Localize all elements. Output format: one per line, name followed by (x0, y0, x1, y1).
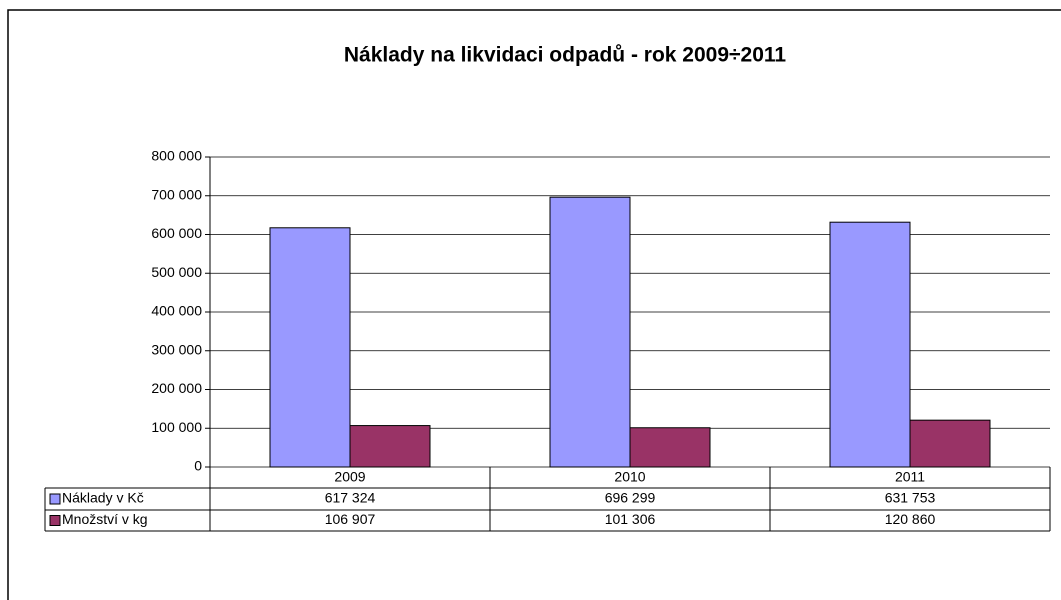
bar (829, 221, 911, 468)
legend-key (49, 515, 61, 526)
y-tick-label: 400 000 (151, 303, 202, 319)
bar (549, 196, 631, 468)
y-tick-label: 0 (194, 458, 202, 474)
y-tick-label: 600 000 (151, 225, 202, 241)
x-tick-label: 2010 (614, 469, 645, 485)
bar (629, 427, 711, 468)
chart-title: Náklady na likvidaci odpadů - rok 2009÷2… (344, 44, 787, 67)
data-table-value: 106 907 (325, 511, 376, 527)
x-tick-label: 2011 (895, 469, 925, 485)
y-tick-label: 100 000 (151, 419, 202, 435)
legend-key (49, 493, 61, 505)
data-table-value: 631 753 (885, 490, 936, 506)
y-tick-label: 700 000 (151, 186, 202, 202)
legend-label: Náklady v Kč (62, 490, 144, 506)
y-tick-label: 300 000 (151, 341, 202, 357)
bar (269, 227, 351, 468)
data-table-value: 696 299 (605, 490, 656, 506)
bar (909, 419, 991, 468)
y-tick-label: 200 000 (151, 380, 202, 396)
legend-label: Množství v kg (62, 511, 148, 527)
data-table-value: 120 860 (885, 511, 936, 527)
x-tick-label: 2009 (334, 469, 365, 485)
bar (349, 425, 431, 468)
y-tick-label: 800 000 (151, 148, 202, 164)
data-table-value: 101 306 (605, 511, 656, 527)
y-tick-label: 500 000 (151, 264, 202, 280)
data-table-lines (44, 467, 1051, 532)
data-table-value: 617 324 (325, 490, 376, 506)
